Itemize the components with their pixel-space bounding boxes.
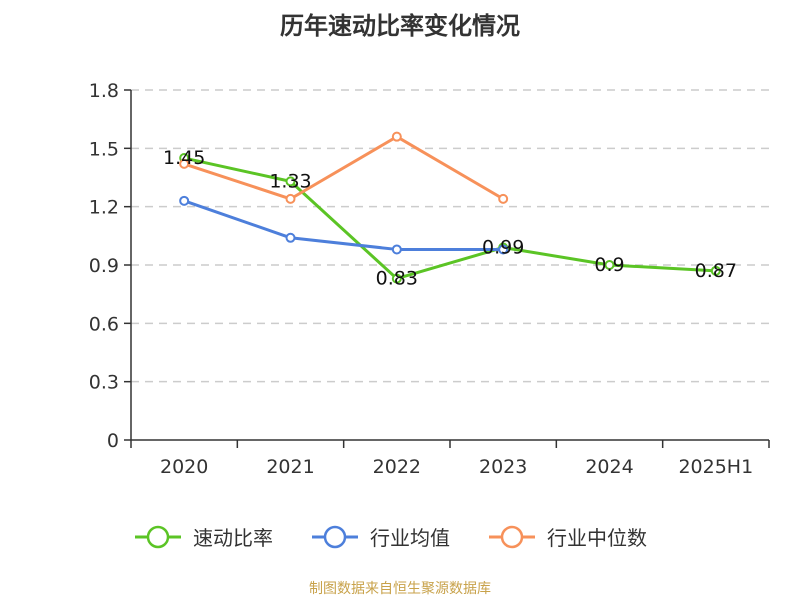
data-point[interactable] [285, 232, 296, 243]
data-point[interactable] [179, 195, 190, 206]
series-line-1 [183, 199, 504, 251]
series-lines [179, 131, 721, 284]
data-point[interactable] [391, 131, 402, 142]
data-point[interactable] [285, 176, 296, 187]
gridlines [131, 89, 769, 383]
legend-marker [146, 525, 170, 549]
x-tick-label: 2021 [266, 456, 314, 478]
x-tick-label: 2025H1 [678, 456, 753, 478]
y-tick-label: 1.5 [89, 138, 119, 160]
y-tick-label: 0.6 [89, 313, 119, 335]
y-tick-label: 1.2 [89, 197, 119, 219]
y-tick-label: 0.9 [89, 255, 119, 277]
data-point[interactable] [391, 244, 402, 255]
legend[interactable]: 速动比率 行业均值 行业中位数 [135, 525, 647, 550]
y-tick-label: 1.8 [89, 80, 119, 102]
legend-marker [323, 525, 347, 549]
axes: 0 0.3 0.6 0.9 1.2 1.5 1.8 2020 2021 2022 2023 2024 2… [89, 80, 770, 478]
legend-label: 行业中位数 [547, 526, 647, 550]
data-label: 1.45 [163, 147, 205, 169]
series-line-0 [183, 156, 716, 281]
data-point[interactable] [179, 158, 190, 169]
data-label: 1.33 [269, 170, 311, 192]
legend-item-2[interactable]: 行业中位数 [489, 525, 647, 550]
x-tick-label: 2022 [373, 456, 421, 478]
series-line-2 [183, 135, 504, 201]
x-tick-label: 2023 [479, 456, 527, 478]
data-label: 0.9 [594, 254, 624, 276]
source-note: 制图数据来自恒生聚源数据库 [309, 581, 491, 597]
data-point[interactable] [710, 265, 721, 276]
legend-item-0[interactable]: 速动比率 [135, 525, 273, 550]
x-tick-label: 2024 [585, 456, 633, 478]
data-label: 0.87 [695, 260, 737, 282]
legend-label: 速动比率 [193, 526, 273, 550]
data-label: 0.83 [376, 268, 418, 290]
chart-title: 历年速动比率变化情况 [280, 12, 520, 40]
y-tick-label: 0.3 [89, 372, 119, 394]
y-tick-label: 0 [107, 430, 119, 452]
legend-label: 行业均值 [370, 526, 450, 550]
data-point[interactable] [498, 244, 509, 255]
data-point[interactable] [498, 193, 509, 204]
data-labels: 1.45 1.33 0.83 0.99 0.9 0.87 [163, 147, 737, 290]
data-point[interactable] [285, 193, 296, 204]
data-point[interactable] [391, 273, 402, 284]
data-label: 0.99 [482, 237, 524, 259]
data-point[interactable] [604, 260, 615, 270]
legend-marker [500, 525, 524, 549]
x-tick-label: 2020 [160, 456, 208, 478]
legend-item-1[interactable]: 行业均值 [312, 525, 450, 550]
